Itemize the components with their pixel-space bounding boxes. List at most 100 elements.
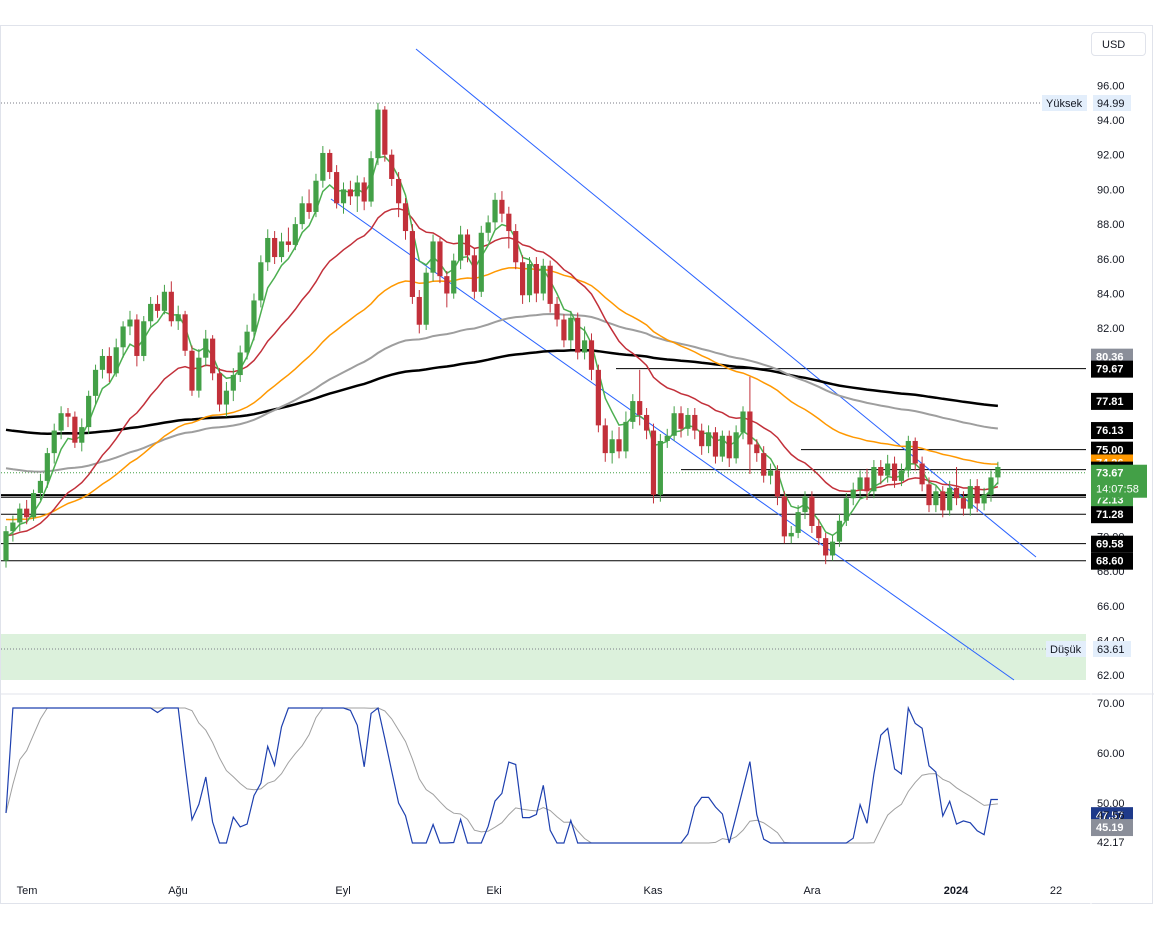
candle	[995, 461, 1001, 485]
candle	[761, 446, 767, 483]
candle	[65, 408, 71, 428]
candle-body	[17, 508, 23, 523]
candle	[313, 173, 319, 218]
candle-body	[375, 109, 381, 159]
rsi-tag-gray: 45.19	[1096, 822, 1124, 834]
candle	[933, 486, 939, 513]
candle	[444, 270, 450, 308]
candle-body	[320, 152, 326, 181]
candle	[389, 149, 395, 186]
price-tag-black: 68.60	[1096, 556, 1124, 568]
low-value-bg	[1093, 641, 1131, 657]
candle-body	[451, 260, 457, 294]
price-axis-tick: 88.00	[1097, 219, 1125, 231]
currency-selector-button[interactable]: USD	[1091, 32, 1146, 56]
candle	[368, 151, 374, 207]
candle	[161, 284, 168, 315]
channel-upper-line	[415, 48, 1037, 558]
candle-body	[788, 532, 794, 537]
chart-container[interactable]: 96.00 94.00 92.00 90.00 88.00 86.00 84.00 82.00…	[0, 25, 1154, 905]
candle-body	[829, 541, 836, 556]
candle	[416, 290, 422, 334]
candle	[485, 215, 491, 242]
candle-body	[471, 255, 477, 292]
candle-body	[148, 303, 154, 322]
price-chart[interactable]: 96.00 94.00 92.00 90.00 88.00 86.00 84.00 82.00…	[1, 26, 1154, 905]
candle	[561, 314, 567, 348]
candle-body	[444, 276, 450, 294]
candle-body	[912, 440, 918, 464]
candle	[905, 435, 911, 478]
price-axis-tick: 66.00	[1097, 601, 1125, 613]
candle	[747, 376, 753, 474]
candle	[258, 255, 264, 308]
candle-body	[905, 440, 911, 471]
candle	[113, 338, 119, 377]
candle-body	[175, 314, 181, 322]
high-marker-bg	[1042, 95, 1087, 111]
price-tag-black: 77.81	[1096, 396, 1124, 408]
candle-body	[272, 237, 278, 258]
candle	[981, 487, 987, 511]
candle	[705, 425, 712, 454]
candle	[148, 296, 154, 327]
candle-body	[161, 291, 168, 311]
candle-body	[637, 401, 643, 415]
candle-body	[340, 189, 347, 204]
candle	[726, 430, 732, 467]
candle-body	[795, 512, 801, 533]
candle	[526, 257, 533, 303]
time-axis-label: Eyl	[335, 885, 350, 897]
candle	[960, 491, 967, 516]
candle	[402, 198, 409, 240]
candle	[857, 470, 863, 497]
candle-body	[230, 375, 236, 391]
candle-body	[554, 303, 560, 320]
candle-body	[106, 355, 112, 374]
candle-body	[533, 264, 539, 294]
candle-body	[327, 152, 333, 173]
candle	[974, 479, 980, 513]
candle-body	[974, 486, 980, 504]
candle-body	[499, 199, 505, 214]
candle-body	[967, 486, 973, 509]
candle-body	[816, 525, 822, 539]
candle-body	[843, 498, 849, 521]
candle-body	[547, 265, 553, 304]
candle-body	[581, 340, 588, 353]
candle-body	[223, 390, 230, 405]
candle-body	[761, 453, 767, 476]
candle	[244, 324, 250, 360]
ema-21-line	[5, 207, 999, 537]
time-axis-label: 2024	[944, 885, 969, 897]
candle	[947, 480, 953, 516]
candle-body	[781, 496, 787, 537]
candle-body	[237, 352, 243, 376]
candle	[106, 347, 112, 382]
rsi-axis-tick: 50.00	[1097, 798, 1125, 810]
candle-body	[747, 411, 753, 445]
time-axis-label: Ağu	[168, 885, 188, 897]
candle	[458, 225, 464, 270]
candle	[492, 192, 498, 230]
high-marker-value: 94.99	[1097, 98, 1125, 110]
candle-body	[981, 494, 987, 504]
candle	[361, 177, 367, 211]
candle	[382, 106, 388, 162]
candle	[540, 258, 546, 301]
candle-body	[396, 178, 402, 204]
candle-body	[540, 265, 546, 294]
candle	[354, 175, 360, 212]
low-marker-value: 63.61	[1097, 644, 1125, 656]
candle-body	[864, 477, 870, 492]
candle	[223, 381, 230, 417]
candle-body	[244, 331, 250, 353]
candle-body	[767, 470, 774, 476]
candle	[754, 439, 760, 462]
candle-body	[891, 463, 898, 481]
candle-body	[960, 498, 967, 509]
candle	[141, 316, 147, 362]
candle	[134, 314, 140, 367]
candle	[478, 225, 484, 297]
candle	[24, 499, 30, 525]
